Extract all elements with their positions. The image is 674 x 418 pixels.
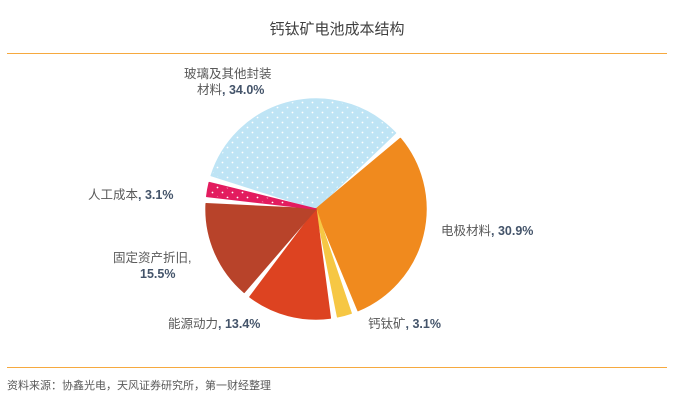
svg-text:15.5%: 15.5% <box>140 267 175 281</box>
svg-text:电极材料, 30.9%: 电极材料, 30.9% <box>441 224 533 238</box>
svg-text:能源动力, 13.4%: 能源动力, 13.4% <box>168 317 260 331</box>
svg-text:玻璃及其他封装: 玻璃及其他封装 <box>184 67 272 81</box>
svg-text:固定资产折旧,: 固定资产折旧, <box>113 250 191 265</box>
svg-text:材料, 34.0%: 材料, 34.0% <box>197 83 264 97</box>
svg-text:钙钛矿, 3.1%: 钙钛矿, 3.1% <box>368 316 441 331</box>
svg-text:人工成本, 3.1%: 人工成本, 3.1% <box>88 188 173 202</box>
